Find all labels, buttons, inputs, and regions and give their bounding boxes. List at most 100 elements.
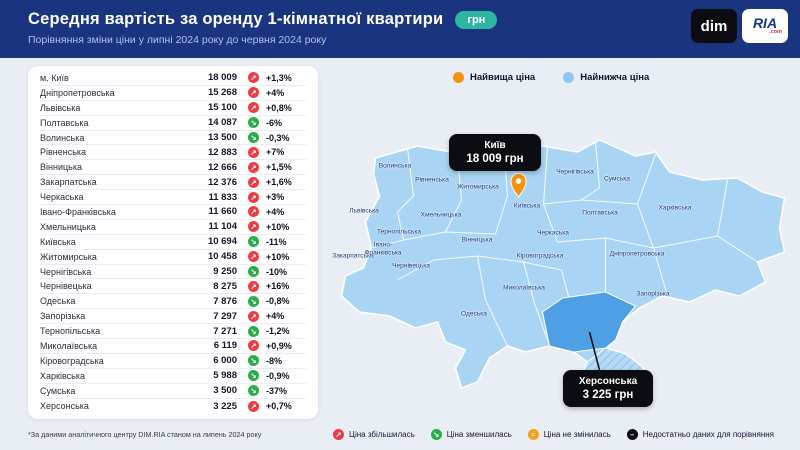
change-percent: +10% (266, 221, 290, 232)
map-region-label: Миколаївська (503, 284, 545, 292)
change-percent: +0,9% (266, 340, 292, 351)
ria-logo: RIA .com (742, 9, 788, 43)
region-price: 11 660 (208, 206, 237, 218)
region-price: 7 876 (213, 295, 237, 307)
table-row: Закарпатська 12 376 ↗ +1,6% (40, 175, 306, 191)
change-percent: +1,6% (266, 177, 292, 188)
change-percent: -11% (266, 236, 287, 247)
change-percent: +4% (266, 206, 285, 217)
currency-badge: грн (455, 10, 498, 29)
ukraine-outline (340, 139, 786, 405)
footer-legend-item: ↗ Ціна збільшилась (333, 428, 415, 440)
table-row: Одеська 7 876 ↘ -0,8% (40, 294, 306, 310)
table-row: Київська 10 694 ↘ -11% (40, 235, 306, 250)
map-region-label: Київська (513, 202, 541, 210)
region-name: Черкаська (40, 192, 84, 203)
map-region-label: Тернопільська (376, 228, 422, 236)
change-direction-icon: ↘ (248, 370, 259, 382)
table-row: Сумська 3 500 ↘ -37% (40, 384, 306, 399)
table-row: Вінницька 12 666 ↗ +1,5% (40, 160, 306, 176)
table-row: Кіровоградська 6 000 ↘ -8% (40, 354, 306, 369)
change-percent: -0,9% (266, 370, 290, 381)
table-row: Рівненська 12 883 ↗ +7% (40, 145, 306, 161)
region-price: 13 500 (207, 132, 237, 143)
kyiv-pin-icon (510, 173, 527, 198)
region-name: Київська (40, 236, 76, 247)
map-region-label: Вінницька (461, 236, 493, 244)
region-price: 7 297 (213, 310, 237, 322)
table-row: Черкаська 11 833 ↗ +3% (40, 190, 306, 206)
table-row: Полтавська 14 087 ↘ -6% (40, 116, 306, 131)
region-name: Дніпропетровська (40, 87, 115, 98)
change-percent: +4% (266, 311, 285, 322)
highest-price-dot-icon (453, 72, 464, 83)
change-direction-icon: ↗ (248, 400, 259, 412)
legend-item-label: Недостатньо даних для порівняння (642, 429, 774, 439)
region-name: Одеська (40, 296, 76, 307)
table-row: Харківська 5 988 ↘ -0,9% (40, 369, 306, 384)
table-row: Чернівецька 8 275 ↗ +16% (40, 279, 306, 295)
map-region-label: Чернігівська (556, 168, 594, 176)
ukraine-map-svg (340, 139, 786, 405)
legend-lowest: Найнижча ціна (563, 72, 649, 83)
change-percent: +16% (266, 281, 290, 292)
lowest-price-callout: Херсонська 3 225 грн (563, 370, 653, 407)
footer: *За даними аналітичного центру DIM.RIA с… (0, 422, 800, 446)
legend-status-icon: ↘ (430, 428, 442, 440)
region-price: 9 250 (213, 266, 237, 278)
table-row: Хмельницька 11 104 ↗ +10% (40, 220, 306, 235)
region-price: 7 271 (213, 325, 237, 337)
price-table: м. Київ 18 009 ↗ +1,3% Дніпропетровська … (28, 66, 318, 419)
table-row: Дніпропетровська 15 268 ↗ +4% (40, 86, 306, 101)
change-direction-icon: ↗ (248, 280, 259, 292)
change-direction-icon: ↗ (248, 340, 259, 352)
change-direction-icon: ↗ (248, 191, 259, 203)
map-region-label: Івано-Франківська (364, 241, 402, 256)
footer-legend-item: – Недостатньо даних для порівняння (626, 428, 774, 440)
change-percent: -0,8% (266, 296, 290, 307)
map-region-label: Черкаська (537, 229, 569, 237)
map-region-label: Одеська (461, 310, 487, 318)
region-name: Закарпатська (40, 177, 97, 188)
table-row: Запорізька 7 297 ↗ +4% (40, 309, 306, 325)
region-price: 10 458 (207, 251, 237, 263)
change-direction-icon: ↗ (248, 146, 259, 158)
legend-highest-label: Найвища ціна (470, 72, 536, 83)
change-direction-icon: ↘ (248, 385, 259, 397)
region-name: м. Київ (40, 72, 69, 83)
change-percent: -6% (266, 117, 283, 128)
page-title: Середня вартість за оренду 1-кімнатної к… (28, 10, 444, 28)
region-price: 18 009 (207, 72, 237, 84)
region-price: 12 666 (207, 161, 237, 173)
change-direction-icon: ↘ (248, 295, 259, 307)
table-row: Херсонська 3 225 ↗ +0,7% (40, 399, 306, 414)
kherson-region-highlight (541, 291, 637, 353)
page-subtitle: Порівняння зміни ціни у липні 2024 року … (28, 34, 327, 46)
change-percent: -0,3% (266, 132, 290, 143)
map-region-label: Дніпропетровська (609, 250, 665, 258)
region-name: Хмельницька (40, 221, 96, 232)
change-direction-icon: ↗ (248, 72, 259, 84)
region-name: Чернівецька (40, 281, 92, 292)
change-percent: -10% (266, 266, 288, 277)
change-direction-icon: ↗ (248, 161, 259, 173)
legend-highest: Найвища ціна (453, 72, 535, 83)
table-row: Волинська 13 500 ↘ -0,3% (40, 131, 306, 146)
change-percent: +4% (266, 87, 285, 98)
map-region-label: Житомирська (457, 183, 499, 191)
change-direction-icon: ↘ (248, 236, 259, 248)
highest-price-callout: Київ 18 009 грн (449, 134, 541, 171)
change-direction-icon: ↗ (248, 310, 259, 322)
region-name: Сумська (40, 385, 76, 396)
map-region-label: Кіровоградська (516, 252, 564, 260)
table-row: м. Київ 18 009 ↗ +1,3% (40, 71, 306, 86)
footer-legend-item: = Ціна не змінилась (527, 428, 611, 440)
table-row: Миколаївська 6 119 ↗ +0,9% (40, 339, 306, 354)
region-price: 3 500 (213, 385, 237, 397)
region-price: 10 694 (207, 236, 237, 248)
legend-lowest-label: Найнижча ціна (580, 72, 650, 83)
change-percent: +1,3% (266, 72, 292, 83)
change-direction-icon: ↗ (248, 176, 259, 188)
change-direction-icon: ↘ (248, 266, 259, 278)
change-direction-icon: ↘ (248, 355, 259, 367)
